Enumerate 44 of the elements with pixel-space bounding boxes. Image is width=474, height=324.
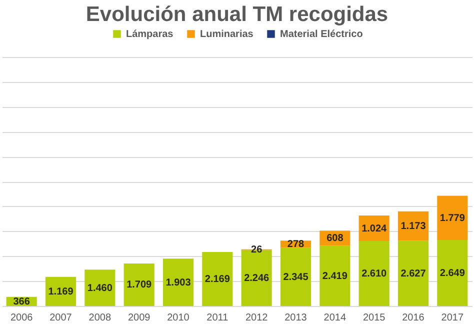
bar [398,240,429,306]
bar [358,241,390,306]
x-tick-label: 2006 [10,312,34,324]
data-label: 1.024 [362,223,388,234]
bar [162,258,194,306]
bar [84,270,116,306]
data-label: 1.460 [87,282,113,294]
chart-title: Evolución anual TM recogidas [86,3,388,26]
bar [202,252,233,306]
x-tick-label: 2009 [128,312,151,324]
bar [437,196,468,240]
data-label: 1.779 [440,212,466,224]
x-tick-label: 2010 [167,312,190,324]
legend-label: Material Eléctrico [280,29,363,40]
data-label: 2.345 [283,272,309,283]
x-tick-label: 2016 [402,312,425,324]
data-label: 1.709 [126,280,152,291]
x-tick-label: 2007 [50,312,72,324]
bar [320,246,350,306]
data-label: 2.649 [440,268,466,280]
data-label: 2.419 [322,270,348,282]
bar [398,211,429,241]
x-tick-label: 2014 [324,312,346,324]
x-tick-label: 2012 [245,312,268,324]
bar [280,248,312,306]
data-label: 2.610 [362,268,388,280]
data-label: 2.169 [204,274,230,285]
x-tick-label: 2015 [362,312,386,324]
data-label: 608 [326,233,344,244]
data-label: 1.173 [400,220,426,232]
x-tick-label: 2017 [441,312,464,324]
x-tick-label: 2011 [206,312,229,324]
data-label: 278 [287,239,305,250]
bar [124,263,154,306]
data-label: 2.246 [244,273,270,284]
x-tick-label: 2008 [88,312,112,324]
legend-label: Lámparas [126,29,174,40]
x-tick-label: 2013 [284,312,308,324]
data-label: 1.169 [48,286,74,298]
data-label: 366 [13,296,30,308]
legend-label: Luminarias [200,29,254,40]
data-label: 1.903 [166,277,192,288]
bar [437,240,468,306]
data-label: 2.627 [400,268,426,280]
